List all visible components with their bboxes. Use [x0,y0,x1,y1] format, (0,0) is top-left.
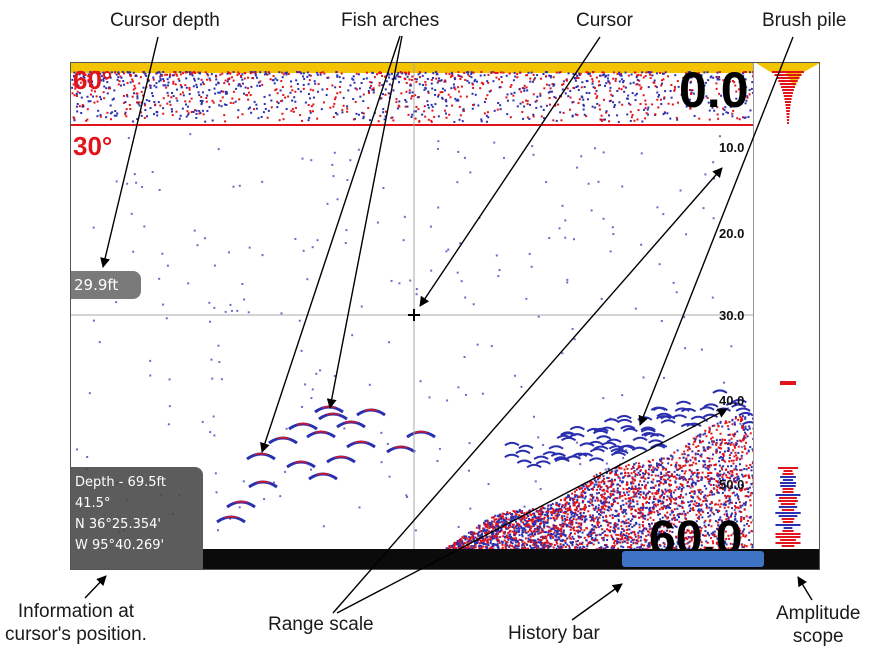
range-tick-10: 10.0 [719,140,745,155]
top-depth-value: 0.0 [679,62,749,118]
callout-range-scale: Range scale [268,614,374,635]
range-tick-50: 50.0 [719,477,745,492]
range-tick-40: 40.0 [719,393,745,408]
info-longitude: W 95°40.269' [75,538,165,553]
arrow-history-bar [571,583,623,621]
sonar-display[interactable]: 60° 30° 0.0 10.0 20.0 30.0 40.0 50.0 60.… [70,62,820,570]
callout-amplitude-line2: scope [792,626,844,647]
callout-info-line2: cursor's position. [5,624,147,645]
amplitude-scope [753,63,819,549]
callout-cursor: Cursor [576,10,634,31]
arrow-info [84,575,107,599]
beam-wide-label: 60° [73,65,113,95]
info-temperature: 41.5° [75,496,111,511]
cursor-depth-readout: 29.9ft [71,271,141,299]
surface-clutter [71,71,755,123]
amplitude-scope-graph [756,63,819,547]
range-tick-30: 30.0 [719,308,745,323]
callout-info-at-cursor: Information at cursor's position. [5,600,147,646]
scope-fish-return [780,381,796,385]
fish-arches [216,405,436,524]
callout-cursor-depth: Cursor depth [110,10,220,31]
beam-narrow-label: 30° [73,131,113,161]
history-bar-thumb[interactable] [622,551,764,567]
cursor-info-panel: Depth - 69.5ft 41.5° N 36°25.354' W 95°4… [71,467,203,569]
callout-info-line1: Information at [17,601,135,622]
info-latitude: N 36°25.354' [75,517,161,532]
cursor-crosshair-icon [408,309,420,321]
history-bar[interactable] [203,549,819,569]
surface-band [71,63,753,73]
info-depth: Depth - 69.5ft [75,475,166,490]
callout-brush-pile: Brush pile [762,10,847,31]
callout-amplitude-line1: Amplitude [776,603,861,624]
range-tick-20: 20.0 [719,226,745,241]
callout-history-bar: History bar [508,623,600,644]
callout-fish-arches: Fish arches [341,10,440,31]
arrow-amplitude-scope [797,576,813,601]
callout-amplitude-scope: Amplitude scope [776,602,861,648]
